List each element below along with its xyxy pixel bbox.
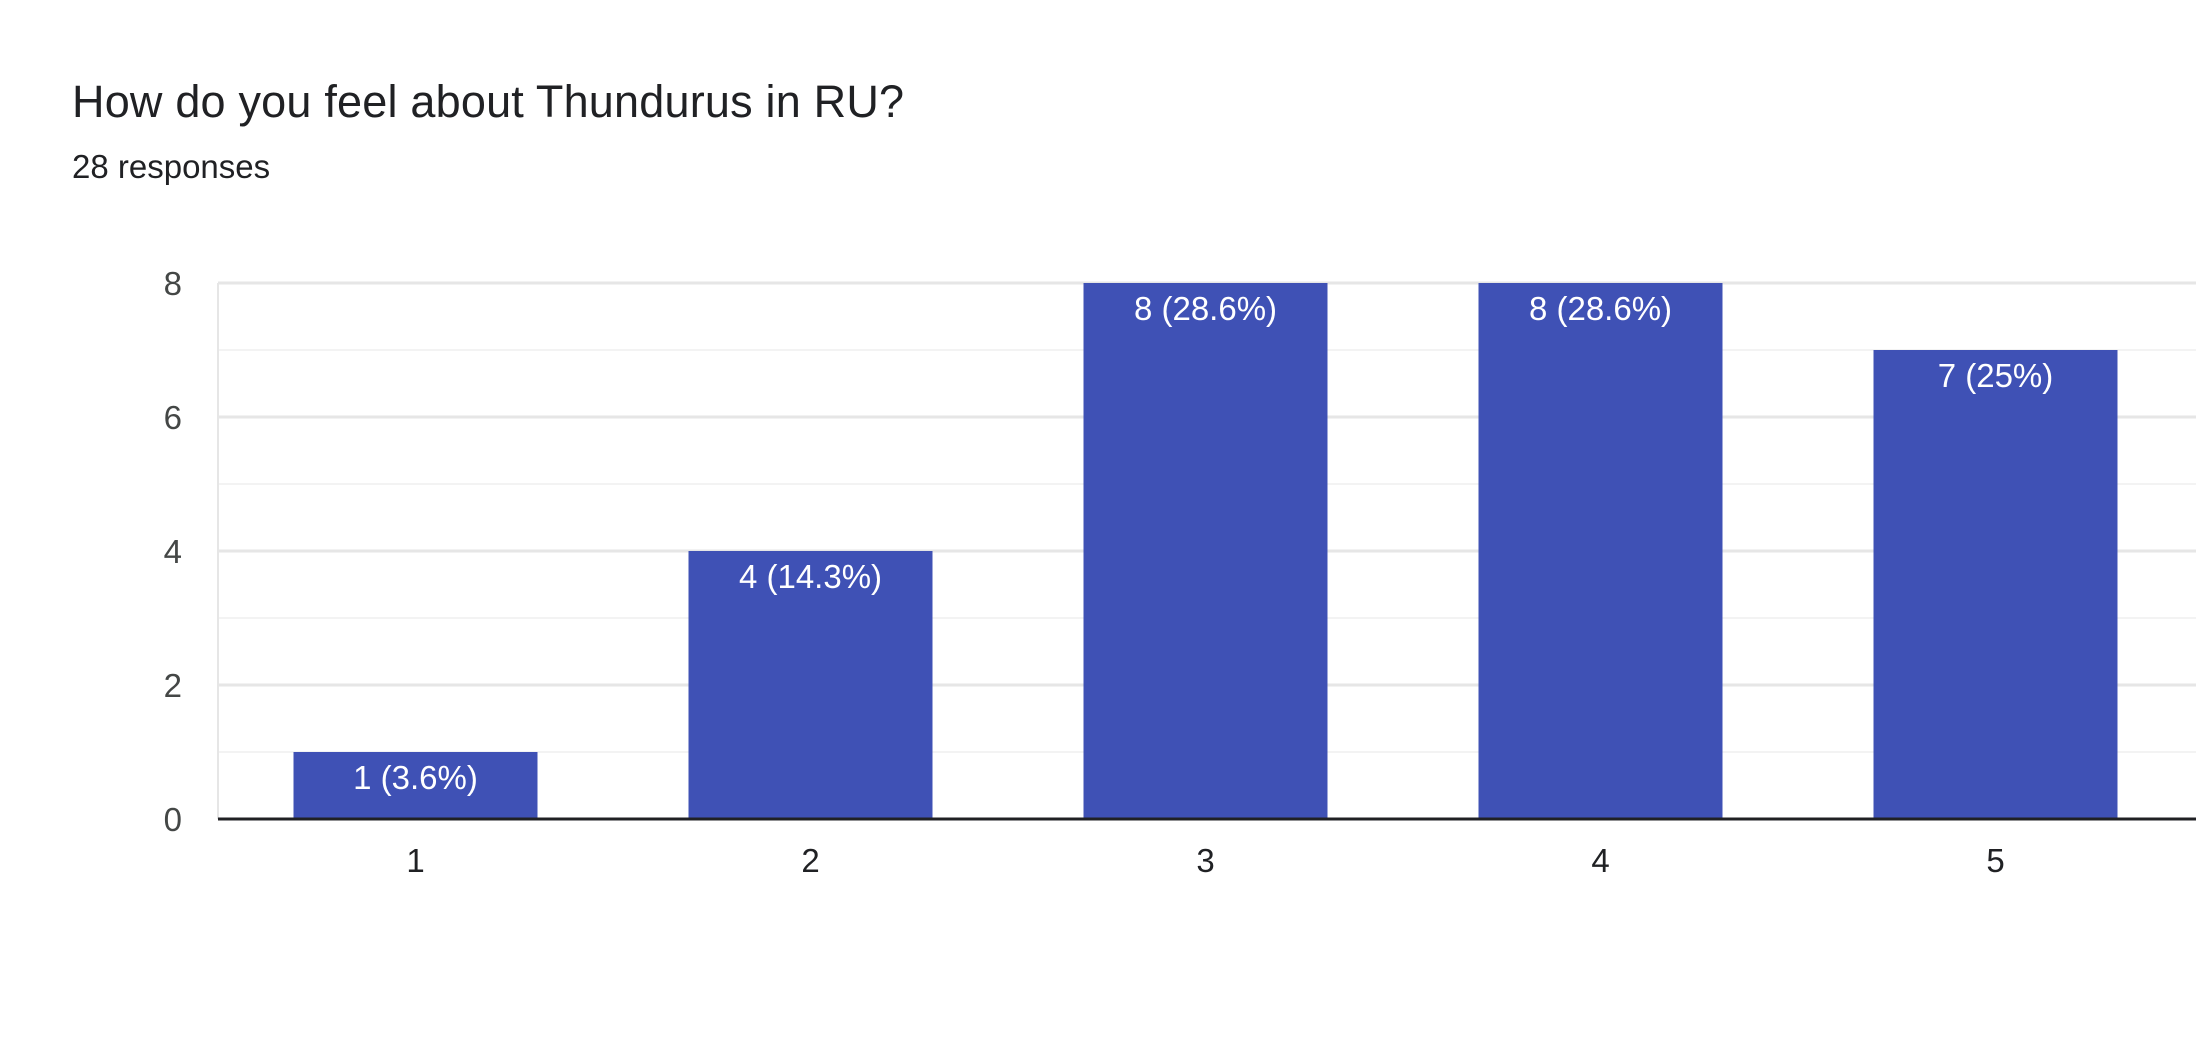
bar bbox=[688, 551, 933, 819]
bar-data-label: 4 (14.3%) bbox=[739, 558, 882, 595]
x-category-label: 1 bbox=[406, 842, 424, 879]
x-category-label: 3 bbox=[1196, 842, 1214, 879]
y-tick-label: 6 bbox=[164, 399, 182, 436]
bar bbox=[1083, 283, 1328, 819]
bar-data-label: 1 (3.6%) bbox=[353, 759, 478, 796]
y-tick-label: 4 bbox=[164, 533, 182, 570]
x-category-label: 2 bbox=[801, 842, 819, 879]
y-tick-label: 8 bbox=[164, 265, 182, 302]
bar bbox=[1478, 283, 1723, 819]
y-tick-label: 2 bbox=[164, 667, 182, 704]
y-tick-label: 0 bbox=[164, 801, 182, 838]
response-count: 28 responses bbox=[72, 148, 271, 185]
x-category-label: 5 bbox=[1986, 842, 2004, 879]
x-category-label: 4 bbox=[1591, 842, 1609, 879]
bar bbox=[293, 752, 538, 819]
bar-data-label: 7 (25%) bbox=[1938, 357, 2054, 394]
bar-data-label: 8 (28.6%) bbox=[1529, 290, 1672, 327]
bar-data-label: 8 (28.6%) bbox=[1134, 290, 1277, 327]
bar bbox=[1873, 350, 2118, 819]
question-title: How do you feel about Thundurus in RU? bbox=[72, 76, 905, 127]
